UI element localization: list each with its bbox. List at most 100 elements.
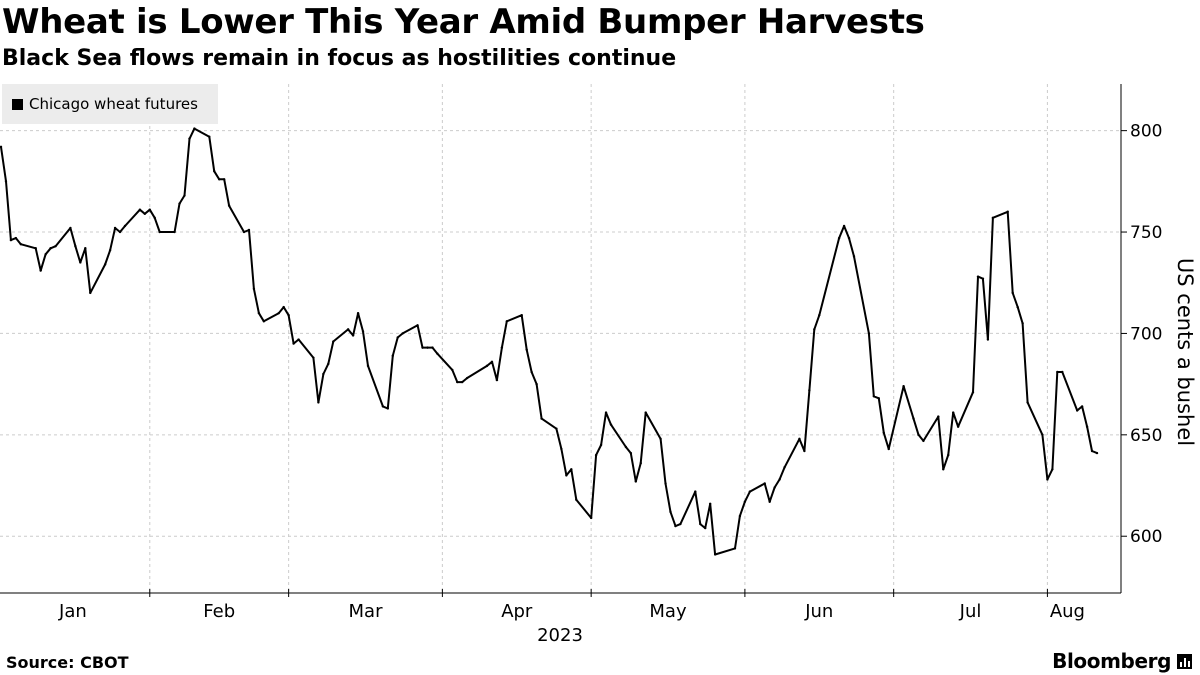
data-point <box>396 336 399 339</box>
data-point <box>108 249 112 252</box>
data-point <box>634 480 637 483</box>
data-point <box>912 417 915 420</box>
data-point <box>1090 449 1094 453</box>
data-point <box>1095 451 1099 455</box>
data-point <box>153 216 156 220</box>
x-axis-year-label: 2023 <box>537 625 583 646</box>
data-point <box>887 447 890 451</box>
data-point <box>386 407 390 410</box>
data-point <box>143 212 147 215</box>
data-point <box>991 216 995 220</box>
data-point <box>416 324 419 327</box>
data-point <box>624 445 628 449</box>
data-point <box>937 415 940 418</box>
data-point <box>778 478 781 481</box>
data-point <box>535 382 538 386</box>
data-point <box>247 228 251 232</box>
data-point <box>803 449 806 453</box>
logo-text: Bloomberg <box>1052 649 1171 673</box>
data-point <box>555 427 558 430</box>
data-point <box>575 498 578 501</box>
data-point <box>89 291 92 295</box>
data-point <box>808 389 811 392</box>
data-point <box>0 145 3 149</box>
data-point <box>277 311 280 315</box>
legend-swatch <box>12 98 23 110</box>
data-point <box>505 320 509 323</box>
data-point <box>798 437 801 441</box>
x-tick-label: Feb <box>203 601 235 622</box>
data-point <box>763 482 766 485</box>
logo-mark-icon <box>1177 653 1192 669</box>
data-point <box>1046 478 1049 481</box>
data-point <box>381 405 385 408</box>
x-tick-label: Aug <box>1050 601 1085 622</box>
data-point <box>644 411 647 414</box>
data-point <box>113 226 117 230</box>
data-point <box>262 320 266 323</box>
data-point <box>312 356 315 359</box>
data-point <box>971 391 975 394</box>
data-point <box>213 169 216 173</box>
data-point <box>768 500 771 503</box>
data-point <box>599 443 603 447</box>
data-point <box>39 269 42 272</box>
data-point <box>1011 291 1014 295</box>
data-point <box>708 502 712 505</box>
data-point <box>356 311 360 315</box>
data-point <box>773 486 776 489</box>
data-point <box>282 305 285 309</box>
data-point <box>639 462 642 465</box>
series-layer <box>0 127 1099 556</box>
data-point <box>922 439 925 443</box>
legend-label: Chicago wheat futures <box>29 95 198 113</box>
data-point <box>842 224 846 228</box>
y-tick-label: 700 <box>1130 324 1162 344</box>
data-point <box>252 287 256 291</box>
data-point <box>877 397 880 400</box>
data-point <box>183 194 186 197</box>
data-point <box>500 346 504 349</box>
data-point <box>465 376 469 380</box>
data-point <box>123 224 127 228</box>
data-point <box>951 411 955 414</box>
data-point <box>74 245 77 248</box>
data-point <box>525 348 528 351</box>
data-point <box>813 328 816 331</box>
data-point <box>738 514 742 518</box>
x-tick-label: Mar <box>349 601 384 622</box>
data-point <box>902 384 905 388</box>
data-point <box>317 401 320 404</box>
data-point <box>1006 210 1009 213</box>
x-tick-label: May <box>649 601 687 622</box>
data-point <box>872 395 876 398</box>
x-tick-label: Jul <box>959 601 982 622</box>
bloomberg-logo: Bloomberg <box>1052 649 1192 673</box>
data-point <box>461 380 464 384</box>
data-point <box>837 236 841 240</box>
data-point <box>4 180 8 183</box>
data-point <box>1080 405 1084 408</box>
series-line-chicago-wheat-futures <box>0 127 1098 556</box>
gridlines <box>0 84 1121 593</box>
data-point <box>257 311 261 315</box>
legend: Chicago wheat futures <box>2 84 218 124</box>
data-point <box>9 238 13 242</box>
data-point <box>227 204 231 207</box>
data-point <box>589 516 593 520</box>
data-point <box>103 263 107 266</box>
y-axis-title: US cents a bushel <box>1173 258 1197 446</box>
data-point <box>679 522 682 526</box>
data-point <box>292 342 295 345</box>
data-point <box>976 275 980 278</box>
data-point <box>1056 370 1059 374</box>
data-point <box>570 468 573 471</box>
data-point <box>1026 401 1029 404</box>
data-point <box>322 372 325 376</box>
data-point <box>733 547 737 550</box>
data-point <box>14 236 18 240</box>
data-point <box>188 137 191 140</box>
data-point <box>664 482 667 485</box>
data-point <box>485 364 489 368</box>
